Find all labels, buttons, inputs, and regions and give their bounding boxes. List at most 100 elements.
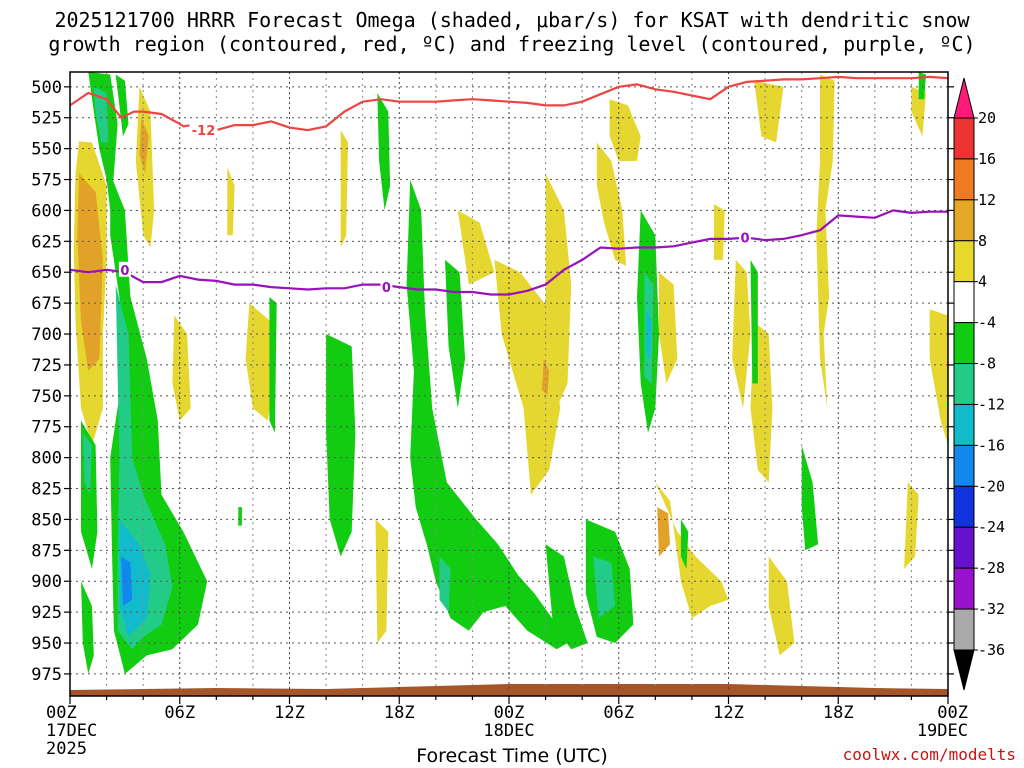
y-tick-label: 600	[31, 201, 62, 221]
contour-label-bg	[189, 122, 218, 138]
y-tick-label: 725	[31, 356, 62, 376]
colorbar-label: -36	[978, 641, 1005, 659]
colorbar-label: 16	[978, 150, 996, 168]
colorbar-box-8	[953, 444, 975, 487]
omega-region-34	[121, 556, 133, 606]
colorbar-label: -20	[978, 477, 1005, 495]
site-credit[interactable]: coolwx.com/modelts	[842, 745, 1016, 764]
omega-region-9	[375, 519, 389, 643]
omega-region-13	[545, 173, 572, 409]
colorbar-box-6	[953, 363, 975, 405]
contour-line-1	[70, 209, 948, 296]
omega-region-20	[713, 204, 725, 260]
colorbar-box-0	[953, 117, 975, 160]
colorbar-label: -24	[978, 518, 1005, 536]
omega-region-18	[655, 482, 729, 619]
omega-region-17	[659, 272, 678, 384]
colorbar-box-3	[953, 240, 975, 283]
omega-region-37	[82, 432, 92, 495]
colorbar-label: -12	[978, 395, 1005, 413]
colorbar-box-2	[953, 199, 975, 242]
y-tick-label: 900	[31, 572, 62, 592]
omega-region-8	[340, 130, 348, 248]
omega-region-39	[269, 297, 277, 433]
omega-region-14	[541, 358, 550, 396]
omega-region-21	[732, 259, 751, 409]
colorbar-box-9	[953, 485, 975, 528]
colorbar-label: -28	[978, 559, 1005, 577]
y-tick-label: 750	[31, 387, 62, 407]
colorbar-box-1	[953, 158, 975, 201]
colorbar-label: 8	[978, 232, 987, 250]
omega-region-47	[593, 556, 616, 619]
x-tick-label: 12Z	[274, 703, 305, 723]
x-tick-label: 00Z	[494, 703, 525, 723]
omega-region-12	[494, 259, 561, 495]
x-tick-sublabel: 17DEC	[46, 721, 97, 741]
omega-region-42	[406, 179, 579, 650]
x-tick-label: 18Z	[823, 703, 854, 723]
y-tick-label: 525	[31, 109, 62, 129]
colorbar-box-10	[953, 526, 975, 569]
contour-label-1-0: 0	[120, 264, 129, 279]
omega-region-40	[326, 334, 356, 557]
chart-title: 2025121700 HRRR Forecast Omega (shaded, …	[48, 8, 976, 56]
colorbar-box-12	[953, 608, 975, 651]
x-tick-sublabel: 19DEC	[917, 721, 968, 741]
omega-region-5	[172, 315, 191, 421]
y-tick-label: 800	[31, 449, 62, 469]
omega-region-41	[377, 93, 391, 211]
x-tick-label: 06Z	[164, 703, 195, 723]
y-tick-label: 650	[31, 263, 62, 283]
y-tick-label: 825	[31, 480, 62, 500]
colorbar-label: 12	[978, 191, 996, 209]
x-tick-label: 18Z	[384, 703, 415, 723]
contour-label-bg	[738, 229, 751, 245]
omega-region-28	[929, 309, 948, 446]
colorbar-box-5	[953, 322, 975, 365]
x-axis-label: Forecast Time (UTC)	[416, 745, 608, 767]
omega-region-7	[227, 167, 235, 236]
omega-region-11	[457, 210, 495, 285]
x-tick-label: 06Z	[603, 703, 634, 723]
omega-region-16	[609, 99, 641, 161]
y-tick-label: 700	[31, 325, 62, 345]
omega-region-50	[646, 309, 652, 359]
colorbar-box-11	[953, 567, 975, 610]
contour-label-1-2: 0	[740, 232, 749, 247]
omega-region-35	[115, 74, 129, 137]
colorbar-box-7	[953, 403, 975, 446]
colorbar-label: 20	[978, 109, 996, 127]
x-tick-sublabel: 18DEC	[483, 721, 534, 741]
omega-region-53	[801, 445, 819, 551]
x-tick-sublabel: 2025	[46, 739, 87, 759]
omega-region-52	[750, 259, 758, 384]
y-tick-label: 775	[31, 418, 62, 438]
colorbar-top-triangle	[953, 77, 975, 119]
omega-region-45	[545, 544, 588, 650]
omega-region-38	[81, 581, 94, 674]
contour-label-0-0: -12	[192, 124, 216, 139]
y-tick-label: 925	[31, 603, 62, 623]
omega-region-51	[680, 519, 689, 569]
y-tick-label: 550	[31, 140, 62, 160]
omega-region-55	[238, 507, 242, 526]
y-tick-label: 850	[31, 510, 62, 530]
omega-region-30	[93, 86, 109, 143]
y-tick-label: 950	[31, 634, 62, 654]
y-tick-label: 575	[31, 171, 62, 191]
y-tick-label: 625	[31, 232, 62, 252]
colorbar-box-4	[953, 281, 975, 324]
x-tick-label: 00Z	[937, 703, 968, 723]
colorbar-label: -16	[978, 436, 1005, 454]
x-tick-label: 12Z	[713, 703, 744, 723]
colorbar-label: 4	[978, 273, 987, 291]
omega-region-24	[768, 556, 795, 656]
colorbar-bottom-triangle	[953, 649, 975, 691]
contour-label-1-1: 0	[382, 281, 391, 296]
omega-region-54	[918, 72, 926, 100]
x-tick-label: 00Z	[46, 703, 77, 723]
colorbar-label: -4	[978, 314, 996, 332]
colorbar-label: -32	[978, 600, 1005, 618]
